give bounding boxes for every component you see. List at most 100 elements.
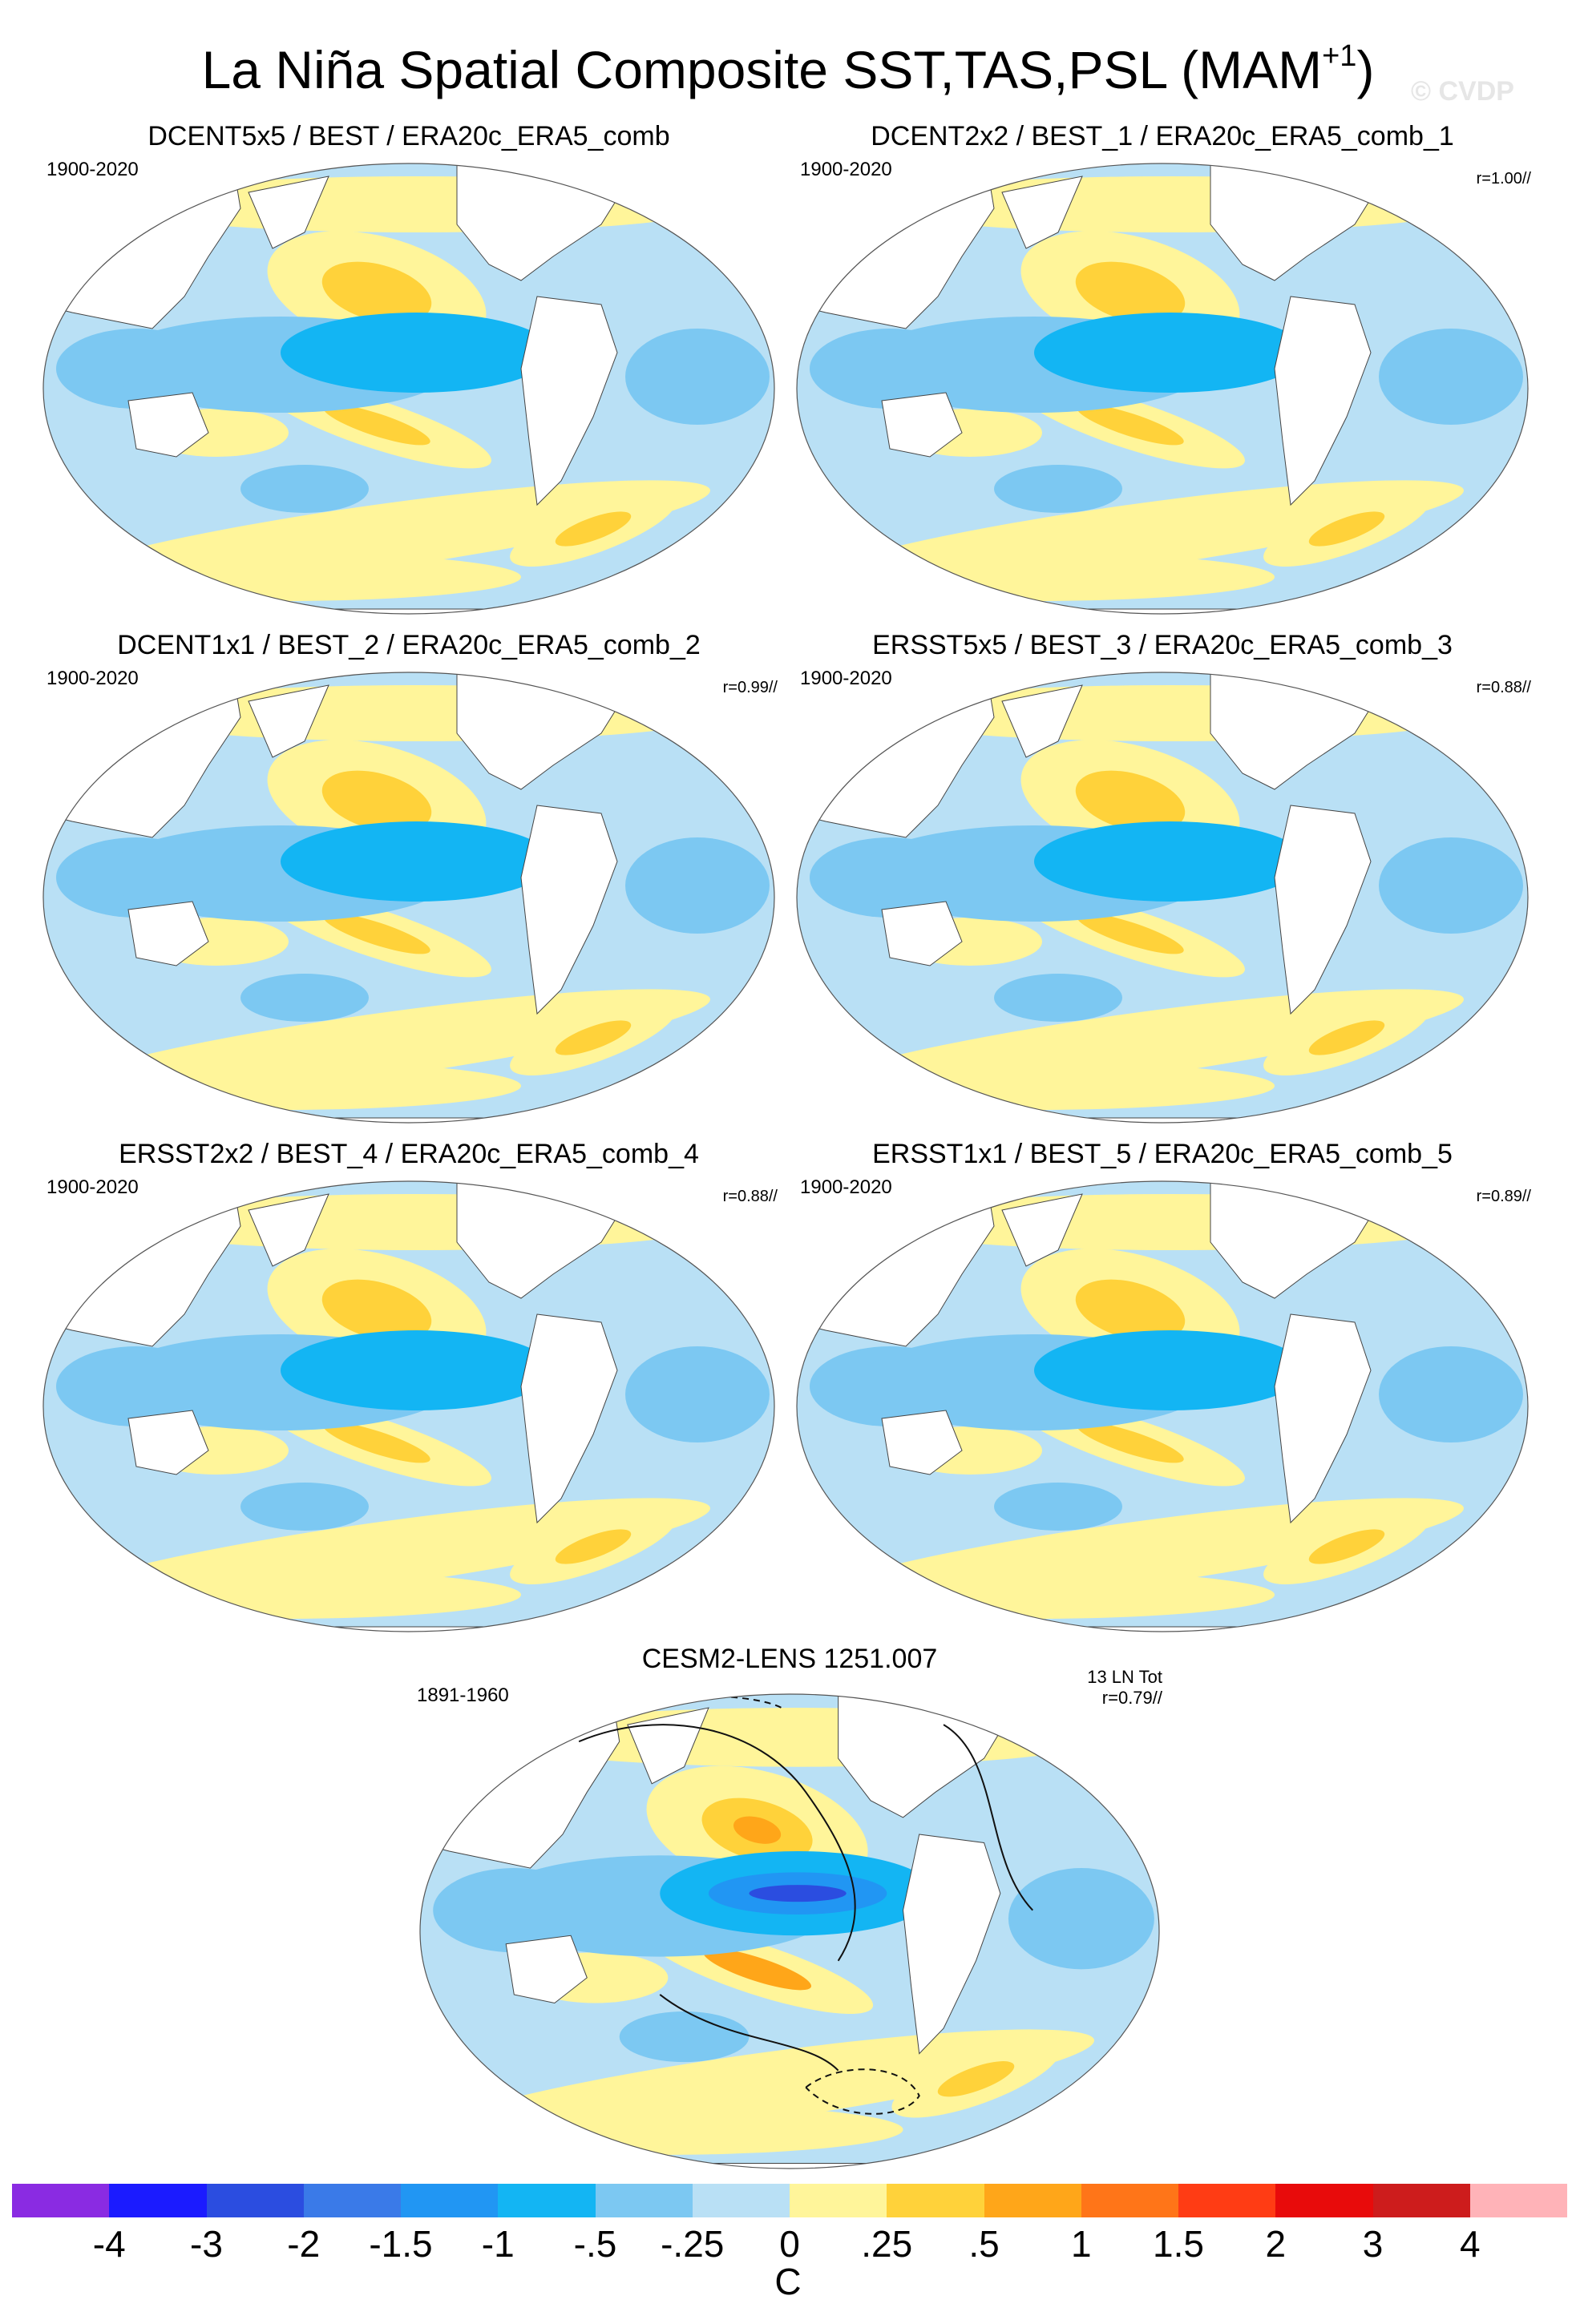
map-panel-2: DCENT2x2 / BEST_1 / ERA20c_ERA5_comb_1 1… [794, 120, 1531, 617]
land-antarctica [797, 1626, 1528, 1632]
land-kamchatka [1001, 1193, 1083, 1267]
colorbar-unit: C [774, 2261, 802, 2302]
composite-map [796, 163, 1529, 615]
panel-correlation: r=0.88// [722, 1188, 778, 1205]
psl-contour [943, 1724, 1033, 1911]
colorbar-swatch [498, 2184, 596, 2217]
panel-correlation: r=1.00// [1476, 170, 1531, 188]
land-antarctica [43, 1117, 774, 1123]
colorbar-swatch [1081, 2184, 1178, 2217]
land-antarctica [43, 1626, 774, 1632]
composite-map [42, 163, 775, 615]
panel-years: 1900-2020 [800, 1176, 892, 1198]
psl-contour-dashed [805, 2068, 920, 2115]
cvdp-watermark: © CVDP [1411, 76, 1514, 107]
colorbar-tick-label: 1.5 [1153, 2223, 1204, 2265]
map-panel-6: ERSST1x1 / BEST_5 / ERA20c_ERA5_comb_5 1… [794, 1138, 1531, 1635]
composite-map [796, 672, 1529, 1124]
composite-map [419, 1693, 1160, 2169]
map-border [42, 1180, 775, 1632]
panel-correlation: r=0.88// [1476, 679, 1531, 696]
colorbar-tick-label: -1 [481, 2223, 515, 2265]
colorbar-tick-label: -1.5 [369, 2223, 433, 2265]
panel-title: ERSST5x5 / BEST_3 / ERA20c_ERA5_comb_3 [872, 630, 1453, 660]
land-australia [881, 392, 963, 458]
composite-map [42, 1180, 775, 1632]
land-kamchatka [1001, 176, 1083, 249]
panel-correlation: r=0.79// [1101, 1688, 1162, 1708]
colorbar-tick-label: -4 [92, 2223, 126, 2265]
land-australia [127, 1410, 209, 1475]
map-border [796, 672, 1529, 1124]
colorbar-swatch [206, 2184, 304, 2217]
colorbar-swatch [790, 2184, 887, 2217]
land-antarctica [797, 1117, 1528, 1123]
colorbar-labels: -4 -3 -2 -1.5 -1 -.5 -.25 0 .25 .5 1 1.5 2 3 4 [12, 2220, 1567, 2268]
colorbar-swatch [1372, 2184, 1470, 2217]
map-panel-4: ERSST5x5 / BEST_3 / ERA20c_ERA5_comb_3 1… [794, 629, 1531, 1126]
colorbar-tick-label: .25 [861, 2223, 913, 2265]
map-panel-1: DCENT5x5 / BEST / ERA20c_ERA5_comb 1900-… [40, 120, 778, 617]
model-map-panel: CESM2-LENS 1251.007 1891-1960 13 LN Tot … [417, 1643, 1162, 2172]
composite-map [42, 672, 775, 1124]
panel-correlation: r=0.99// [722, 679, 778, 696]
colorbar-tick-label: 2 [1265, 2223, 1287, 2265]
panel-title: DCENT2x2 / BEST_1 / ERA20c_ERA5_comb_1 [871, 121, 1454, 151]
panel-correlation: r=0.89// [1476, 1188, 1531, 1205]
title-superscript: +1 [1322, 39, 1357, 73]
land-kamchatka [248, 1193, 329, 1267]
title-close: ) [1356, 40, 1375, 99]
land-antarctica [420, 2162, 1159, 2169]
composite-map [796, 1180, 1529, 1632]
map-border [419, 1693, 1160, 2169]
colorbar-tick-label: 3 [1362, 2223, 1384, 2265]
land-south-america [903, 1834, 1001, 2055]
map-border [42, 163, 775, 615]
panel-years: 1900-2020 [46, 1176, 139, 1198]
land-australia [881, 1410, 963, 1475]
map-panel-5: ERSST2x2 / BEST_4 / ERA20c_ERA5_comb_4 1… [40, 1138, 778, 1635]
colorbar-swatch [887, 2184, 984, 2217]
colorbar-tick-label: .5 [968, 2223, 1000, 2265]
colorbar-tick-label: 0 [779, 2223, 800, 2265]
colorbar-tick-label: -2 [287, 2223, 321, 2265]
panel-title: DCENT1x1 / BEST_2 / ERA20c_ERA5_comb_2 [117, 630, 701, 660]
land-australia [881, 901, 963, 966]
colorbar-swatch [1469, 2184, 1567, 2217]
land-kamchatka [248, 684, 329, 758]
colorbar [12, 2184, 1567, 2217]
land-south-america [1274, 296, 1372, 506]
land-antarctica [797, 608, 1528, 614]
land-australia [505, 1935, 588, 2004]
land-south-america [520, 1313, 618, 1524]
colorbar-tick-label: -.5 [573, 2223, 617, 2265]
psl-contour [578, 1724, 856, 1962]
colorbar-swatch [109, 2184, 207, 2217]
colorbar-tick-label: 4 [1459, 2223, 1481, 2265]
panel-years: 1900-2020 [46, 159, 139, 180]
map-field [43, 672, 774, 1123]
map-border [796, 163, 1529, 615]
colorbar-swatch [401, 2184, 499, 2217]
colorbar-tick-label: -.25 [661, 2223, 725, 2265]
land-south-america [1274, 1313, 1372, 1524]
colorbar-swatch [692, 2184, 790, 2217]
land-kamchatka [1001, 684, 1083, 758]
colorbar-swatch [984, 2184, 1081, 2217]
land-south-america [1274, 805, 1372, 1015]
panel-title: ERSST1x1 / BEST_5 / ERA20c_ERA5_comb_5 [872, 1139, 1453, 1169]
panel-meta: 13 LN Tot r=0.79// [1087, 1667, 1162, 1709]
colorbar-swatch [595, 2184, 693, 2217]
colorbar-tick-label: -3 [190, 2223, 223, 2265]
land-south-america [520, 296, 618, 506]
land-south-america [520, 805, 618, 1015]
land-antarctica [43, 608, 774, 614]
panel-years: 1900-2020 [800, 668, 892, 689]
map-panel-3: DCENT1x1 / BEST_2 / ERA20c_ERA5_comb_2 1… [40, 629, 778, 1126]
figure-title: La Niña Spatial Composite SST,TAS,PSL (M… [0, 24, 1576, 102]
psl-contour [659, 1994, 839, 2072]
map-border [796, 1180, 1529, 1632]
map-field [420, 1694, 1159, 2169]
map-border [42, 672, 775, 1124]
panel-title: CESM2-LENS 1251.007 [641, 1644, 938, 1674]
